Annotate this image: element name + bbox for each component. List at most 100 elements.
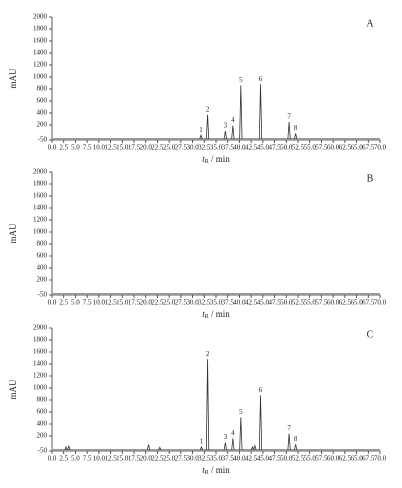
x-tick-label: 0.0	[48, 299, 57, 307]
y-axis-label: mAU	[8, 379, 18, 400]
x-axis-label-symbol: t	[202, 465, 205, 475]
x-tick-label: 25.0	[163, 455, 176, 463]
y-tick-label: 1000	[33, 384, 48, 392]
x-tick-label: 62.5	[339, 455, 352, 463]
y-tick-label: 1200	[33, 61, 48, 69]
peak	[294, 133, 298, 139]
x-tick-label: 15.0	[116, 144, 129, 152]
x-tick-label: 65.0	[350, 299, 363, 307]
x-tick-label: 42.5	[245, 455, 258, 463]
x-tick-label: 22.5	[151, 144, 164, 152]
peak	[258, 395, 263, 450]
x-tick-label: 57.5	[315, 144, 328, 152]
peak	[287, 433, 291, 450]
peak	[64, 445, 68, 450]
y-tick-label: -50	[38, 447, 48, 455]
x-tick-label: 57.5	[315, 299, 328, 307]
x-tick-label: 50.0	[280, 455, 293, 463]
x-tick-label: 55.0	[304, 455, 317, 463]
peak-label: 8	[294, 435, 298, 443]
y-tick-label: 200	[37, 121, 48, 129]
x-tick-label: 47.5	[268, 144, 281, 152]
x-tick-label: 42.5	[245, 144, 258, 152]
y-tick-label: 2000	[33, 13, 48, 21]
x-tick-label: 5.0	[71, 299, 80, 307]
x-tick-label: 37.5	[222, 455, 235, 463]
x-tick-label: 45.0	[257, 455, 270, 463]
x-tick-label: 22.5	[151, 455, 164, 463]
peak-label: 4	[231, 116, 235, 124]
peak	[231, 438, 235, 450]
peak-label: 1	[199, 126, 203, 134]
y-tick-label: 1200	[33, 216, 48, 224]
x-tick-label: 30.0	[186, 299, 199, 307]
peak-label: 8	[294, 124, 298, 132]
x-axis-label-unit: / min	[209, 465, 231, 475]
peak-label: 2	[206, 350, 210, 358]
x-tick-label: 70.0	[374, 455, 387, 463]
x-tick-label: 25.0	[163, 299, 176, 307]
panel-label: C	[367, 329, 374, 340]
x-tick-label: 35.0	[210, 455, 223, 463]
x-tick-label: 52.5	[292, 144, 305, 152]
peak-label: 5	[239, 76, 243, 84]
peak-label: 7	[287, 113, 291, 121]
y-tick-label: 1400	[33, 360, 48, 368]
peak-label: 5	[239, 408, 243, 416]
x-tick-label: 32.5	[198, 144, 211, 152]
x-tick-label: 37.5	[222, 144, 235, 152]
x-axis-label-unit: / min	[209, 154, 231, 164]
x-tick-label: 37.5	[222, 299, 235, 307]
peak	[223, 442, 227, 450]
panel: -50 200 400 600 800 1000 1200 1400 1600 1800 2000 0…	[8, 324, 387, 477]
peak	[258, 84, 263, 139]
x-tick-label: 35.0	[210, 299, 223, 307]
x-tick-label: 47.5	[268, 455, 281, 463]
y-axis-label: mAU	[8, 223, 18, 244]
x-tick-label: 45.0	[257, 299, 270, 307]
x-tick-label: 40.0	[233, 299, 246, 307]
panel-label: B	[367, 173, 374, 184]
x-tick-label: 10.0	[93, 299, 106, 307]
x-tick-label: 17.5	[128, 144, 141, 152]
peak	[253, 444, 257, 450]
x-tick-label: 2.5	[59, 144, 68, 152]
peak	[67, 444, 71, 450]
peak-label: 6	[259, 386, 263, 394]
x-tick-label: 20.0	[140, 299, 153, 307]
x-tick-label: 70.0	[374, 144, 387, 152]
x-tick-label: 5.0	[71, 455, 80, 463]
y-tick-label: 600	[37, 252, 48, 260]
x-tick-label: 7.5	[83, 299, 92, 307]
peak	[205, 359, 210, 450]
x-tick-label: 55.0	[304, 144, 317, 152]
x-tick-label: 17.5	[128, 299, 141, 307]
x-tick-label: 60.0	[327, 299, 340, 307]
x-tick-label: 30.0	[186, 144, 199, 152]
y-tick-label: 1200	[33, 372, 48, 380]
y-tick-label: 800	[37, 396, 48, 404]
x-tick-label: 15.0	[116, 455, 129, 463]
x-axis-label-symbol: t	[202, 309, 205, 319]
y-tick-label: 2000	[33, 168, 48, 176]
peak	[146, 444, 151, 450]
peak	[205, 114, 210, 139]
peak-label: 7	[287, 424, 291, 432]
x-tick-label: 17.5	[128, 455, 141, 463]
x-axis-label-symbol: t	[202, 154, 205, 164]
y-tick-label: 1400	[33, 204, 48, 212]
x-tick-label: 22.5	[151, 299, 164, 307]
x-tick-label: 70.0	[374, 299, 387, 307]
x-tick-label: 12.5	[104, 144, 117, 152]
x-tick-label: 65.0	[350, 455, 363, 463]
x-tick-label: 57.5	[315, 455, 328, 463]
y-tick-label: 400	[37, 420, 48, 428]
x-tick-label: 62.5	[339, 299, 352, 307]
x-tick-label: 2.5	[59, 455, 68, 463]
x-tick-label: 50.0	[280, 144, 293, 152]
x-tick-label: 50.0	[280, 299, 293, 307]
x-axis-label-subscript: R	[205, 314, 209, 320]
x-tick-label: 67.5	[362, 455, 375, 463]
x-tick-label: 32.5	[198, 455, 211, 463]
x-tick-label: 5.0	[71, 144, 80, 152]
